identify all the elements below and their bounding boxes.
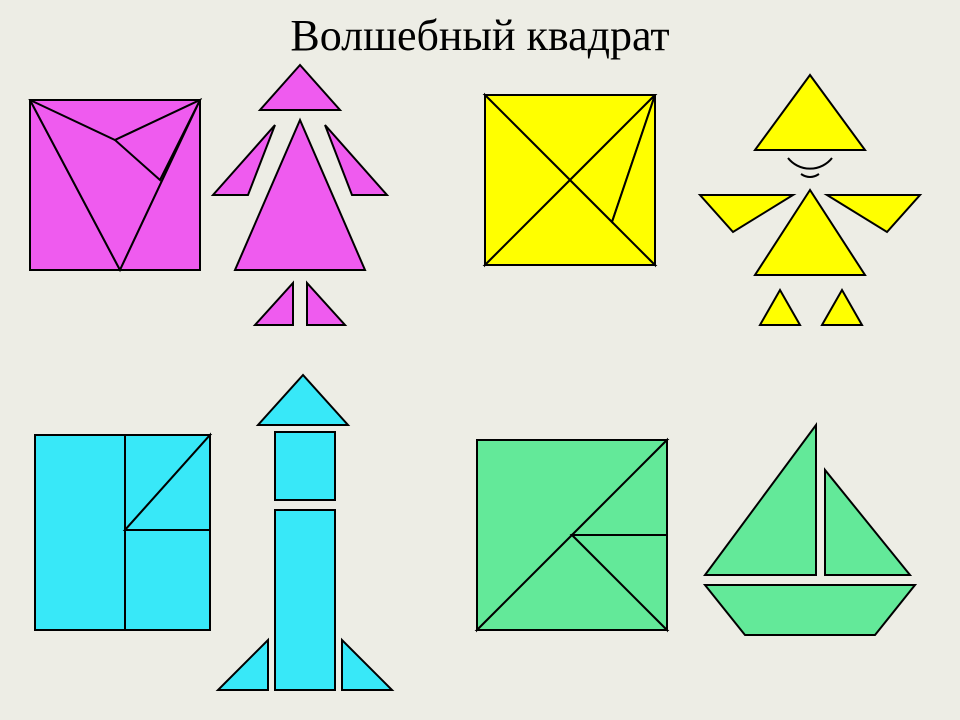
shape-piece [760,290,800,325]
shape-piece [827,195,920,232]
shape-piece [255,283,293,325]
shape-piece [788,158,832,169]
shape-piece [342,640,392,690]
shape-piece [801,174,819,177]
shape-piece [275,510,335,690]
cyan-rocket [218,375,392,690]
yellow-girl [700,75,920,325]
diagram-canvas [0,0,960,720]
shape-piece [125,530,210,630]
shape-piece [705,585,915,635]
shape-piece [235,120,365,270]
green-square [477,440,667,630]
shape-piece [822,290,862,325]
shape-piece [825,470,910,575]
shape-piece [258,375,348,425]
shape-piece [325,125,387,195]
shape-piece [213,125,275,195]
shape-piece [700,195,793,232]
shape-piece [307,283,345,325]
yellow-square [485,95,655,265]
shape-piece [755,75,865,150]
shape-piece [275,432,335,500]
shape-piece [260,65,340,110]
green-boat [705,425,915,635]
shape-piece [705,425,816,575]
magenta-doll [213,65,387,325]
cyan-square [35,435,210,630]
shape-piece [218,640,268,690]
shape-piece [35,435,125,630]
magenta-square [30,100,200,270]
